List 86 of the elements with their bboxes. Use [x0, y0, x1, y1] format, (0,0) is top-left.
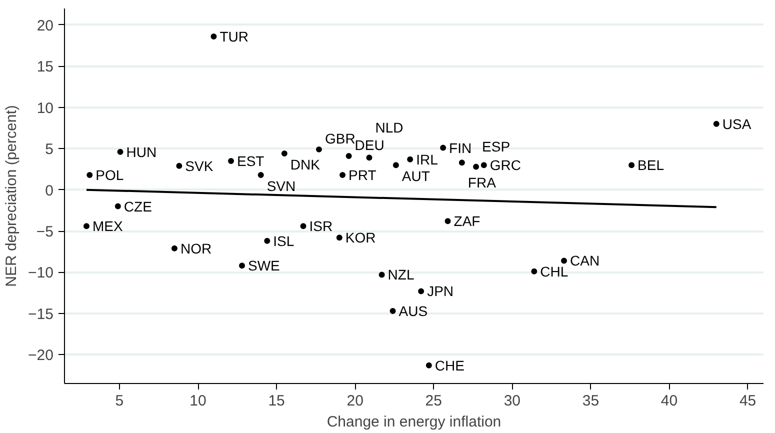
point — [86, 172, 93, 178]
annotation: DNK — [290, 156, 321, 173]
point — [473, 164, 480, 170]
x-tick-label: 10 — [190, 392, 206, 410]
x-tick-label: 30 — [504, 392, 521, 410]
y-tick-label: −5 — [36, 224, 54, 241]
point — [258, 172, 264, 178]
annotation: KOR — [345, 230, 376, 246]
annotation: FRA — [468, 174, 497, 191]
point — [300, 223, 306, 230]
point — [444, 218, 451, 224]
point — [392, 162, 399, 168]
y-tick-label: 20 — [36, 17, 54, 34]
annotation: CHL — [540, 263, 568, 280]
y-tick-label: −20 — [28, 347, 54, 364]
point — [531, 268, 538, 274]
annotation: CHE — [434, 357, 464, 374]
point — [281, 150, 288, 157]
annotation: SWE — [248, 258, 280, 274]
point — [316, 146, 322, 152]
x-tick-label: 40 — [660, 392, 678, 410]
annotation: NOR — [180, 240, 212, 256]
point — [440, 144, 446, 151]
annotation: GRC — [490, 157, 522, 174]
y-tick-label: −10 — [28, 264, 54, 282]
annotation: NLD — [375, 120, 404, 136]
point — [458, 160, 465, 166]
annotation: ESP — [482, 138, 510, 155]
annotation: GBR — [324, 130, 356, 146]
point — [407, 156, 414, 162]
annotation: ISR — [309, 218, 333, 234]
point — [336, 234, 342, 241]
point — [366, 154, 372, 161]
x-tick-label: 25 — [425, 392, 442, 410]
point — [117, 148, 124, 155]
x-axis-title: Change in energy inflation — [326, 414, 502, 430]
point — [264, 238, 270, 244]
point — [114, 203, 121, 210]
point — [210, 34, 217, 40]
point — [628, 162, 635, 168]
y-axis-title: NER depreciation (percent) — [3, 105, 20, 287]
x-tick-label: 45 — [739, 392, 756, 410]
annotation: JPN — [427, 283, 454, 300]
y-tick-label: 0 — [45, 182, 54, 200]
annotation: TUR — [220, 28, 249, 45]
point — [426, 362, 432, 368]
point — [171, 245, 178, 252]
x-tick-label: 35 — [582, 392, 600, 410]
annotation: HUN — [126, 144, 157, 160]
annotation: CAN — [570, 252, 600, 269]
point — [340, 172, 346, 178]
annotation: POL — [96, 166, 124, 183]
x-tick-label: 5 — [115, 392, 124, 410]
point — [378, 272, 385, 278]
annotation: BEL — [638, 157, 664, 174]
point — [239, 262, 245, 269]
y-tick-label: 15 — [36, 58, 54, 76]
annotation: ISL — [273, 232, 294, 249]
point — [713, 120, 720, 127]
annotation: FIN — [449, 140, 472, 156]
y-tick-label: 5 — [45, 141, 54, 158]
y-tick-label: −15 — [28, 306, 54, 323]
point — [390, 308, 396, 314]
y-tick-label: 10 — [36, 100, 54, 117]
annotation: MEX — [92, 218, 124, 234]
point — [561, 258, 568, 264]
annotation: PRT — [348, 166, 377, 183]
annotation: CZE — [124, 198, 152, 214]
annotation: AUS — [398, 302, 428, 319]
annotation: ZAF — [454, 213, 480, 230]
point — [228, 158, 234, 164]
annotation: EST — [237, 152, 265, 169]
annotation: SVN — [266, 178, 296, 194]
point — [176, 162, 182, 169]
x-tick-label: 20 — [346, 392, 364, 410]
point — [418, 288, 424, 294]
annotation: NZL — [388, 266, 414, 283]
annotation: SVK — [185, 158, 214, 174]
x-tick-label: 15 — [268, 392, 285, 410]
point — [480, 162, 487, 168]
annotation: AUT — [402, 168, 430, 184]
annotation: DEU — [354, 137, 384, 154]
annotation: USA — [722, 116, 752, 132]
annotation: IRL — [416, 151, 438, 168]
point — [83, 223, 90, 230]
point — [346, 153, 352, 160]
